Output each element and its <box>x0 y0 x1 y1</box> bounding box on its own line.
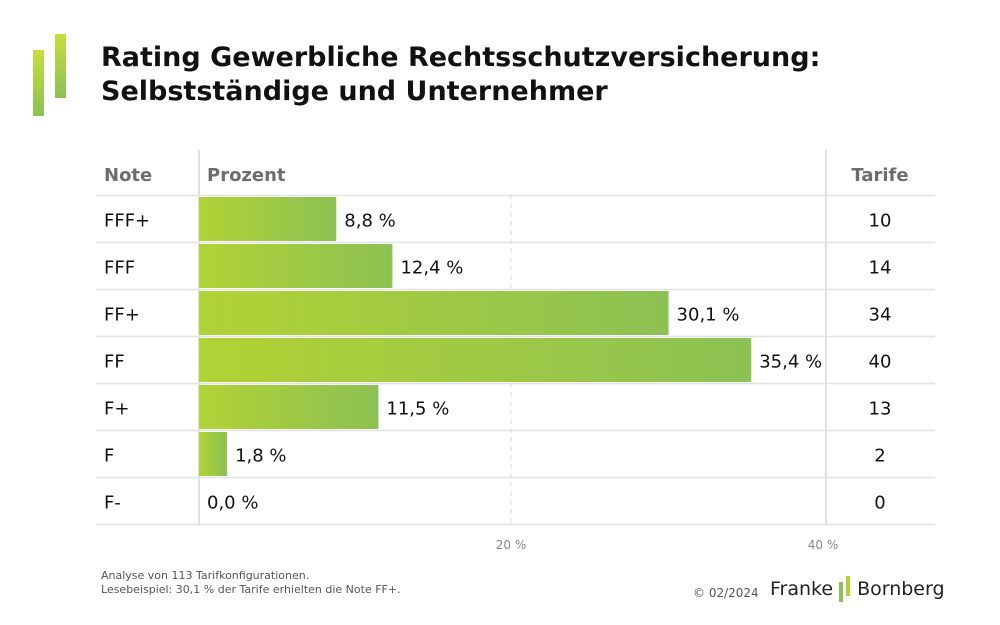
brand-bars-icon <box>33 34 66 116</box>
x-tick-label: 20 % <box>496 538 527 552</box>
header-percent: Prozent <box>207 165 286 186</box>
title-line-2: Selbstständige und Unternehmer <box>101 76 608 107</box>
category-label: FFF+ <box>104 211 150 232</box>
footnote-line-2: Lesebeispiel: 30,1 % der Tarife erhielte… <box>101 583 401 596</box>
footnote-line-1: Analyse von 113 Tarifkonfigurationen. <box>101 569 310 582</box>
data-label: 11,5 % <box>386 399 449 420</box>
data-label: 30,1 % <box>677 305 740 326</box>
x-tick-label: 40 % <box>808 538 839 552</box>
data-label: 8,8 % <box>344 211 395 232</box>
category-label: FF <box>104 352 125 373</box>
footnote: Analyse von 113 Tarifkonfigurationen. Le… <box>101 569 401 597</box>
bar <box>199 244 393 288</box>
category-label: FFF <box>104 258 135 279</box>
page-title: Rating Gewerbliche Rechtsschutzversicher… <box>101 41 820 109</box>
category-label: F+ <box>104 399 129 420</box>
data-label: 0,0 % <box>207 493 258 514</box>
bar <box>199 385 379 429</box>
tariff-count: 0 <box>874 493 885 514</box>
header-note: Note <box>104 165 152 186</box>
copyright: © 02/2024 <box>693 586 759 600</box>
data-label: 12,4 % <box>400 258 463 279</box>
bar <box>199 432 228 476</box>
header-tariffs: Tarife <box>851 165 908 186</box>
tariff-count: 2 <box>874 446 885 467</box>
bar <box>199 291 669 335</box>
brand-name-right: Bornberg <box>857 578 945 600</box>
data-label: 35,4 % <box>759 352 822 373</box>
data-label: 1,8 % <box>235 446 286 467</box>
tariff-count: 34 <box>869 305 892 326</box>
category-label: F <box>104 446 114 467</box>
tariff-count: 14 <box>869 258 892 279</box>
category-label: F- <box>104 493 121 514</box>
bar <box>199 197 337 241</box>
bar <box>199 338 752 382</box>
brand-separator-icon <box>839 576 851 602</box>
brand-logo: Franke Bornberg <box>770 575 945 603</box>
title-line-1: Rating Gewerbliche Rechtsschutzversicher… <box>101 42 821 73</box>
tariff-count: 40 <box>869 352 892 373</box>
brand-name-left: Franke <box>770 578 834 600</box>
category-label: FF+ <box>104 305 140 326</box>
tariff-count: 10 <box>869 211 892 232</box>
tariff-count: 13 <box>869 399 892 420</box>
